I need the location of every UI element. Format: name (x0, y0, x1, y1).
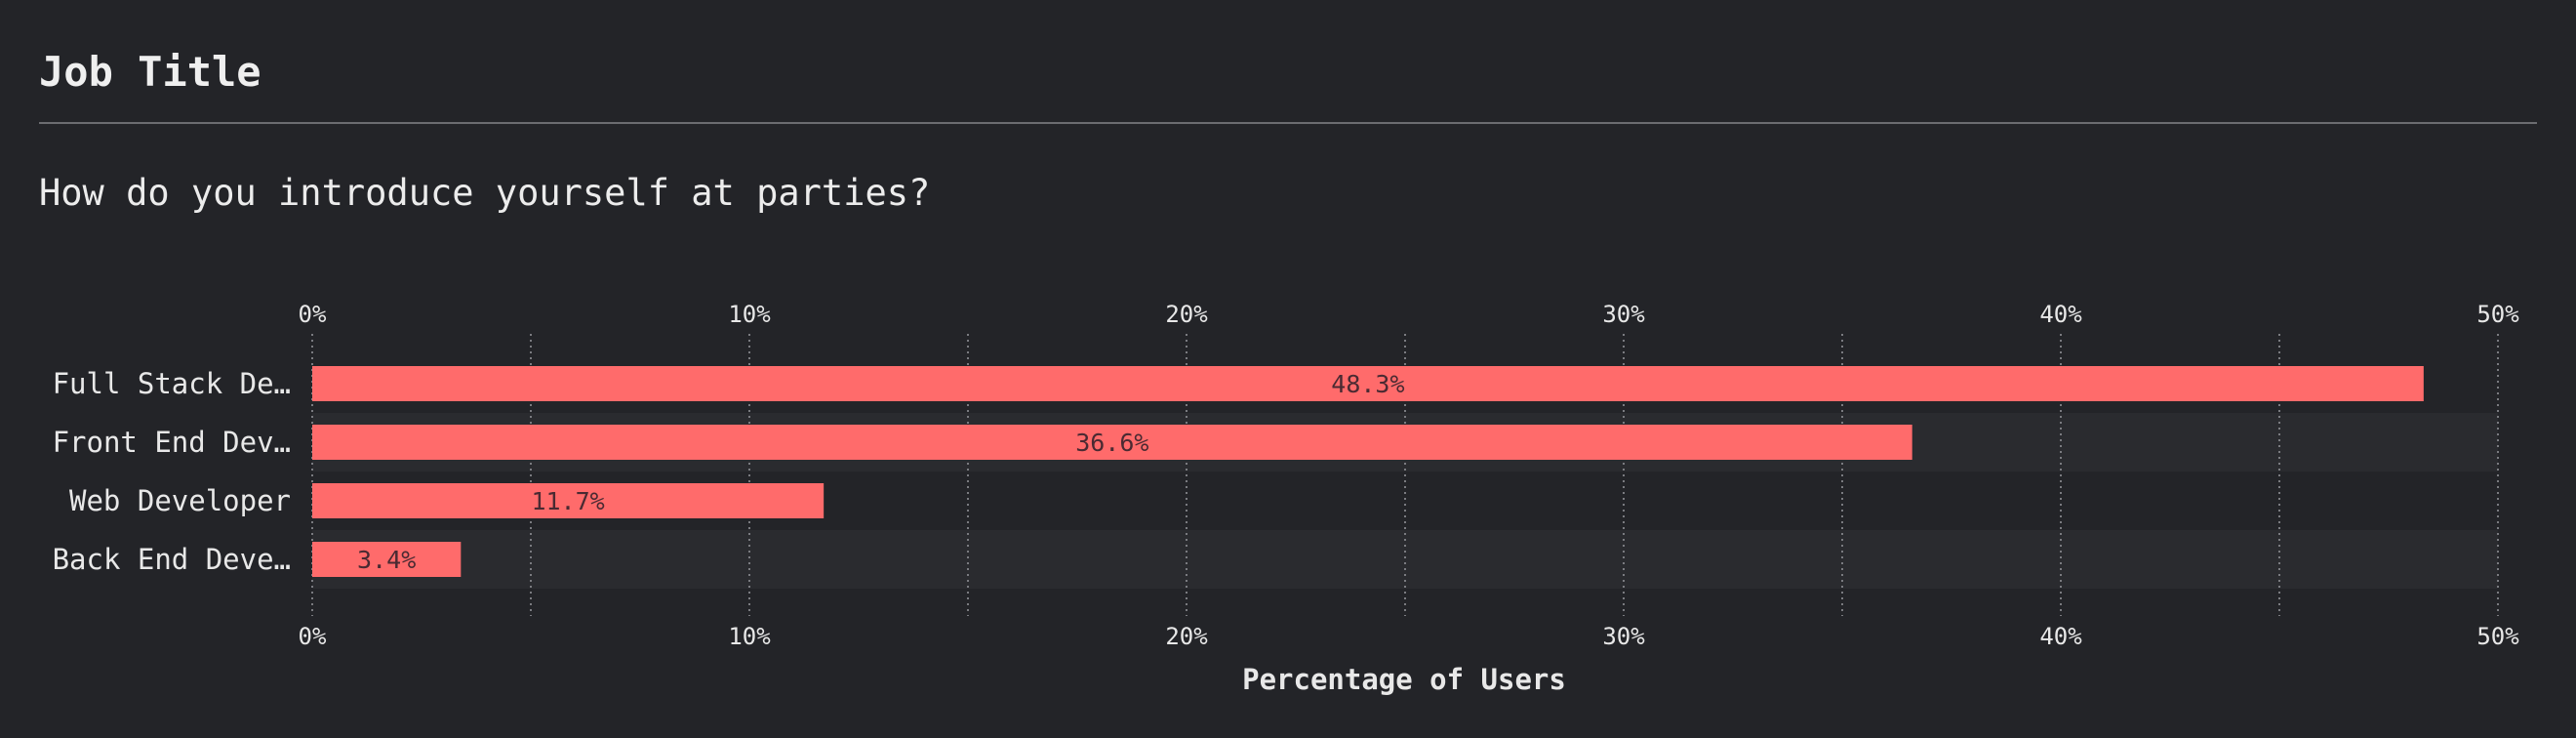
page-title: Job Title (39, 48, 262, 96)
category-label: Full Stack De… (53, 367, 291, 400)
x-tick-label-bottom: 50% (2476, 623, 2519, 650)
bar (312, 425, 1912, 460)
x-tick-label-top: 10% (728, 301, 771, 328)
bar (312, 483, 825, 518)
title-divider (39, 122, 2537, 124)
survey-question: How do you introduce yourself at parties… (39, 172, 931, 214)
bar-value-label: 3.4% (357, 546, 416, 574)
x-axis-title: Percentage of Users (1242, 663, 1566, 696)
x-tick-label-bottom: 30% (1602, 623, 1645, 650)
x-tick-label-top: 40% (2039, 301, 2082, 328)
bar-value-label: 48.3% (1331, 370, 1404, 398)
category-label: Front End Dev… (53, 426, 291, 459)
x-tick-label-bottom: 0% (299, 623, 327, 650)
bar (312, 366, 2424, 401)
x-tick-label-top: 20% (1165, 301, 1208, 328)
x-tick-label-top: 30% (1602, 301, 1645, 328)
x-tick-label-top: 50% (2476, 301, 2519, 328)
category-label: Back End Deve… (53, 543, 291, 576)
x-tick-label-top: 0% (299, 301, 327, 328)
category-label: Web Developer (69, 484, 291, 517)
bar-value-label: 11.7% (531, 487, 604, 515)
x-tick-label-bottom: 10% (728, 623, 771, 650)
bar (312, 542, 462, 577)
x-tick-label-bottom: 20% (1165, 623, 1208, 650)
x-tick-label-bottom: 40% (2039, 623, 2082, 650)
bar-value-label: 36.6% (1075, 429, 1148, 457)
